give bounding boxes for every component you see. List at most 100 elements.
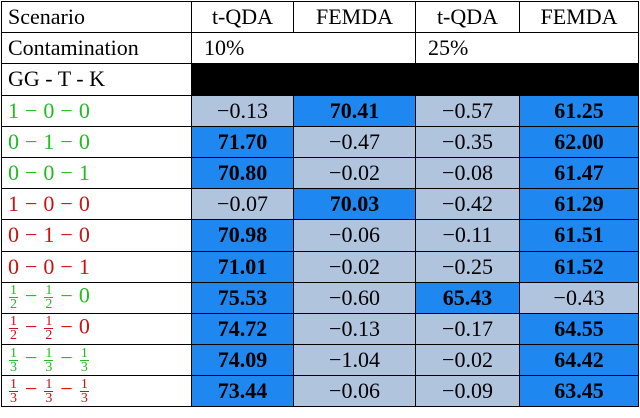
value-cell: 64.42	[519, 344, 639, 377]
value-cell: 61.52	[519, 250, 639, 283]
fraction-numerator: 1	[9, 314, 18, 330]
value-cell: −0.06	[293, 219, 416, 252]
fraction-denominator: 3	[10, 390, 17, 406]
weight-value: 1	[78, 253, 90, 279]
fraction-denominator: 2	[45, 328, 53, 344]
weight-value: 0	[43, 160, 55, 186]
value-cell: 71.01	[191, 250, 294, 283]
scenario-label: 0−0−1	[1, 250, 192, 283]
weight-value: 0	[78, 222, 90, 248]
value-cell: −0.25	[415, 250, 520, 283]
femda-header-25: FEMDA	[519, 0, 639, 34]
value-cell: 61.25	[519, 94, 639, 127]
value-cell: 75.53	[191, 281, 294, 314]
value-cell: 74.09	[191, 344, 294, 377]
minus-separator: −	[25, 128, 38, 154]
value-cell: −0.07	[191, 188, 294, 221]
weight-value: 0	[78, 314, 90, 340]
fraction-denominator: 2	[45, 297, 53, 313]
weight-value: 0	[78, 282, 90, 308]
weight-value: 0	[8, 222, 19, 248]
fraction-numerator: 1	[79, 345, 89, 361]
table-row: 1 3−1 3−1 3 73.44 −0.06 −0.09 63.45	[1, 375, 639, 408]
scenario-label: 1−0−0	[1, 94, 192, 127]
fraction-numerator: 1	[44, 376, 54, 392]
scenario-label: 0−1−0	[1, 125, 192, 158]
femda-header-10: FEMDA	[293, 0, 416, 34]
value-cell: −0.02	[415, 344, 520, 377]
minus-separator: −	[25, 376, 38, 402]
scenario-label: 1 2−1 2−0	[1, 312, 192, 346]
value-cell: −0.17	[415, 312, 520, 346]
value-cell: −0.02	[293, 250, 416, 283]
table-row: 1−0−0 −0.07 70.03 −0.42 61.29	[1, 188, 639, 221]
table-row: 1 2−1 2−0 74.72 −0.13 −0.17 64.55	[1, 312, 639, 346]
value-cell: −0.13	[191, 94, 294, 127]
black-cell	[293, 63, 416, 96]
table-row: 1 3−1 3−1 3 74.09 −1.04 −0.02 64.42	[1, 344, 639, 377]
fraction-denominator: 2	[10, 328, 17, 344]
weight-value: 0	[78, 97, 90, 123]
scenario-label: 1−0−0	[1, 188, 192, 221]
weight-value: 1	[43, 128, 55, 154]
contamination-label: Contamination	[1, 32, 192, 65]
value-cell: 73.44	[191, 375, 294, 408]
minus-separator: −	[60, 97, 73, 123]
value-cell: −0.02	[293, 156, 416, 190]
minus-separator: −	[60, 128, 73, 154]
value-cell: −0.13	[293, 312, 416, 346]
value-cell: −0.11	[415, 219, 520, 252]
value-cell: 63.45	[519, 375, 639, 408]
table-row: 0−1−0 70.98 −0.06 −0.11 61.51	[1, 219, 639, 252]
weight-value: 1	[8, 191, 19, 217]
value-cell: 70.98	[191, 219, 294, 252]
weight-value: 1	[8, 97, 19, 123]
minus-separator: −	[60, 314, 73, 340]
minus-separator: −	[25, 191, 38, 217]
value-cell: −0.47	[293, 125, 416, 158]
fraction-denominator: 2	[10, 297, 17, 313]
table-row: 1−0−0 −0.13 70.41 −0.57 61.25	[1, 94, 639, 127]
fraction-denominator: 3	[80, 359, 88, 375]
minus-separator: −	[25, 222, 38, 248]
weight-value: 0	[8, 160, 19, 186]
scenario-label: 1 2−1 2−0	[1, 281, 192, 314]
weight-value: 0	[8, 253, 19, 279]
value-cell: 71.70	[191, 125, 294, 158]
weight-value: 0	[8, 128, 19, 154]
contamination-row: Contamination 10% 25%	[1, 32, 639, 65]
tqda-header-10: t-QDA	[191, 0, 294, 34]
minus-separator: −	[60, 376, 73, 402]
minus-separator: −	[60, 345, 73, 371]
black-cell	[519, 63, 639, 96]
minus-separator: −	[25, 314, 38, 340]
value-cell: 70.03	[293, 188, 416, 221]
value-cell: 65.43	[415, 281, 520, 314]
value-cell: −0.35	[415, 125, 520, 158]
minus-separator: −	[25, 282, 38, 308]
minus-separator: −	[60, 253, 73, 279]
minus-separator: −	[25, 97, 38, 123]
weight-value: 0	[43, 191, 55, 217]
value-cell: −0.08	[415, 156, 520, 190]
scheme-label: GG - T - K	[1, 63, 192, 96]
fraction-denominator: 3	[80, 390, 88, 406]
value-cell: 64.55	[519, 312, 639, 346]
value-cell: 70.41	[293, 94, 416, 127]
table-row: 0−0−1 70.80 −0.02 −0.08 61.47	[1, 156, 639, 190]
fraction-numerator: 1	[9, 376, 18, 392]
minus-separator: −	[60, 222, 73, 248]
table-row: 1 2−1 2−0 75.53 −0.60 65.43 −0.43	[1, 281, 639, 314]
minus-separator: −	[60, 282, 73, 308]
value-cell: 70.80	[191, 156, 294, 190]
fraction-numerator: 1	[44, 283, 54, 299]
black-cell	[191, 63, 294, 96]
